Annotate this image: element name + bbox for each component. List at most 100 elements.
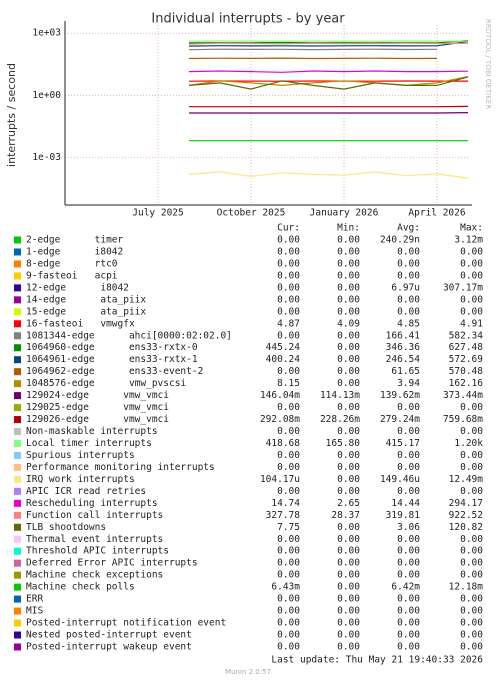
legend-avg: 346.36 xyxy=(386,342,421,353)
legend-max: 3.12m xyxy=(454,235,483,246)
legend-label: TLB shootdowns xyxy=(26,522,106,533)
legend-max: 0.00 xyxy=(460,630,483,641)
legend-swatch xyxy=(14,547,21,555)
legend-label: Machine check exceptions xyxy=(26,570,163,581)
legend-min: 0.00 xyxy=(337,641,360,652)
legend-min: 0.00 xyxy=(337,486,360,497)
legend-avg: 415.17 xyxy=(386,438,420,449)
legend-min: 0.00 xyxy=(337,378,360,389)
legend-max: 0.00 xyxy=(460,558,483,569)
legend-header: Min: xyxy=(337,223,360,234)
series-line xyxy=(188,42,469,45)
legend-cur: 0.00 xyxy=(277,594,300,605)
legend-min: 0.00 xyxy=(337,462,360,473)
legend-cur: 0.00 xyxy=(277,606,300,617)
x-tick-label: October 2025 xyxy=(217,208,286,219)
legend-max: 570.48 xyxy=(449,366,484,377)
legend-swatch xyxy=(14,332,21,340)
legend-label: Local timer interrupts xyxy=(26,438,152,449)
legend-avg: 166.41 xyxy=(386,330,421,341)
legend-swatch xyxy=(14,559,21,567)
legend-max: 922.52 xyxy=(449,510,483,521)
legend-cur: 0.00 xyxy=(277,641,300,652)
legend-swatch xyxy=(14,523,21,531)
legend-avg: 0.00 xyxy=(397,294,420,305)
legend-label: 1064960-edge ens33-rxtx-0 xyxy=(26,342,198,353)
legend-max: 0.00 xyxy=(460,546,483,557)
legend-min: 0.00 xyxy=(337,618,360,629)
legend-avg: 0.00 xyxy=(397,546,420,557)
legend-min: 228.26m xyxy=(320,414,360,425)
legend-cur: 0.00 xyxy=(277,330,300,341)
legend-cur: 0.00 xyxy=(277,630,300,641)
legend-cur: 0.00 xyxy=(277,258,300,269)
series-line xyxy=(188,48,438,51)
legend-header: Avg: xyxy=(397,223,420,234)
legend-min: 0.00 xyxy=(337,426,360,437)
legend-avg: 0.00 xyxy=(397,486,420,497)
legend-max: 0.00 xyxy=(460,294,483,305)
legend-cur: 8.15 xyxy=(277,378,300,389)
legend-avg: 246.54 xyxy=(386,354,421,365)
legend-label: Rescheduling interrupts xyxy=(26,498,158,509)
legend-max: 759.68m xyxy=(443,414,483,425)
legend-avg: 6.97u xyxy=(391,282,420,293)
legend-max: 12.18m xyxy=(449,582,484,593)
legend-label: Spurious interrupts xyxy=(26,450,135,461)
legend-max: 0.00 xyxy=(460,570,483,581)
legend-max: 1.20k xyxy=(454,438,483,449)
legend-min: 0.00 xyxy=(337,306,360,317)
x-tick-label: April 2026 xyxy=(408,208,465,219)
legend-label: Thermal event interrupts xyxy=(26,534,163,545)
legend-min: 0.00 xyxy=(337,246,360,257)
legend-min: 0.00 xyxy=(337,582,360,593)
legend-label: Performance monitoring interrupts xyxy=(26,462,215,473)
legend-swatch xyxy=(14,439,21,447)
legend-swatch xyxy=(14,380,21,388)
plot-area xyxy=(65,25,468,205)
legend-cur: 14.74 xyxy=(271,498,300,509)
legend-swatch xyxy=(14,320,21,328)
legend-swatch xyxy=(14,344,21,352)
legend-label: Function call interrupts xyxy=(26,510,163,521)
legend-swatch xyxy=(14,296,21,304)
legend-avg: 149.46u xyxy=(380,474,420,485)
legend-cur: 0.00 xyxy=(277,235,300,246)
legend-swatch xyxy=(14,571,21,579)
legend-cur: 418.68 xyxy=(266,438,301,449)
legend-cur: 0.00 xyxy=(277,486,300,497)
legend-max: 0.00 xyxy=(460,402,483,413)
legend-cur: 0.00 xyxy=(277,282,300,293)
legend-label: Posted-interrupt wakeup event xyxy=(26,641,192,652)
legend-avg: 0.00 xyxy=(397,641,420,652)
legend-swatch xyxy=(14,260,21,268)
legend-cur: 0.00 xyxy=(277,534,300,545)
legend-label: 1081344-edge ahci[0000:02:02.0] xyxy=(26,330,232,341)
legend-min: 0.00 xyxy=(337,354,360,365)
legend-swatch xyxy=(14,511,21,519)
legend-max: 0.00 xyxy=(460,594,483,605)
legend-avg: 139.62m xyxy=(380,390,420,401)
legend-cur: 327.78 xyxy=(266,510,301,521)
x-tick-label: January 2026 xyxy=(310,208,379,219)
legend-min: 0.00 xyxy=(337,606,360,617)
last-update: Last update: Thu May 21 19:40:33 2026 xyxy=(271,655,483,666)
legend-avg: 240.29n xyxy=(380,235,420,246)
legend-swatch xyxy=(14,499,21,507)
version: Munin 2.0.57 xyxy=(225,668,271,676)
legend-avg: 0.00 xyxy=(397,606,420,617)
legend-label: Threshold APIC interrupts xyxy=(26,546,169,557)
legend-avg: 0.00 xyxy=(397,618,420,629)
legend-swatch xyxy=(14,451,21,459)
legend-cur: 0.00 xyxy=(277,270,300,281)
legend-cur: 0.00 xyxy=(277,546,300,557)
series-line xyxy=(188,40,469,47)
legend-max: 582.34 xyxy=(449,330,484,341)
legend-max: 307.17m xyxy=(443,282,483,293)
legend-min: 0.00 xyxy=(337,546,360,557)
legend-cur: 445.24 xyxy=(266,342,301,353)
legend-swatch xyxy=(14,487,21,495)
legend-avg: 0.00 xyxy=(397,258,420,269)
legend-cur: 6.43m xyxy=(271,582,300,593)
legend-cur: 0.00 xyxy=(277,570,300,581)
